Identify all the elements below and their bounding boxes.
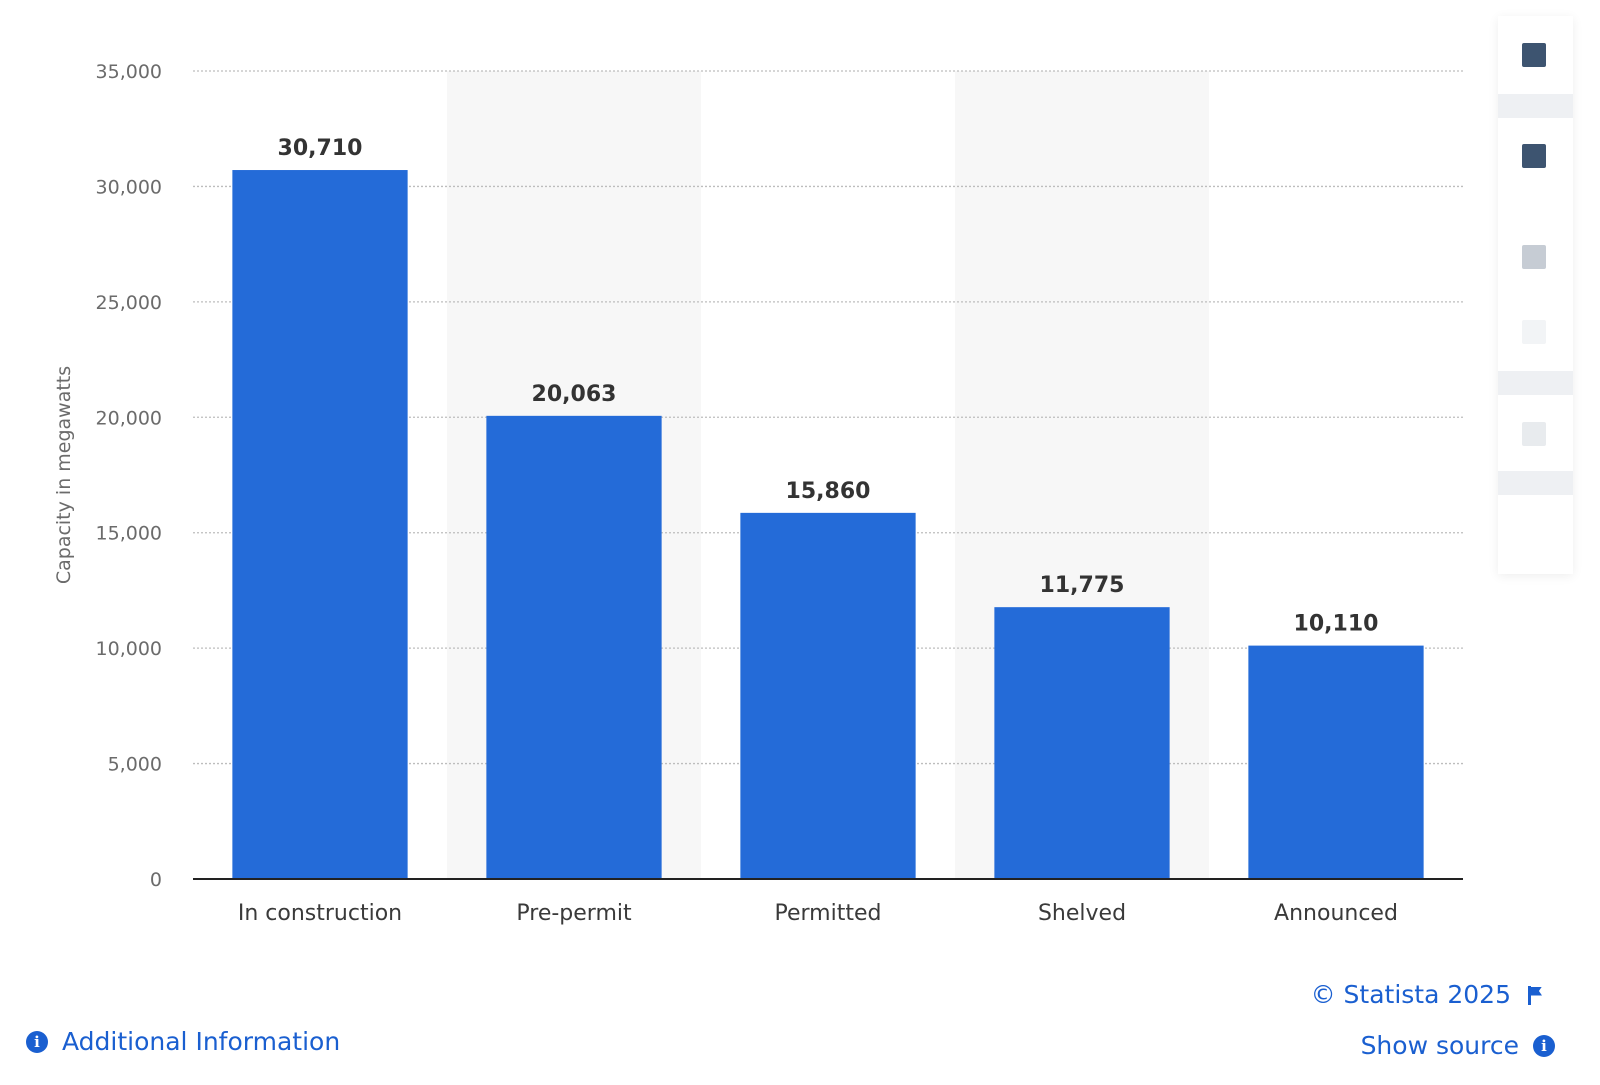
flag-icon[interactable] [1527, 985, 1543, 1005]
copyright-link[interactable]: © Statista 2025 [1311, 980, 1543, 1009]
show-source-label: Show source [1360, 1031, 1519, 1060]
y-tick-label: 0 [150, 869, 162, 891]
additional-information-link[interactable]: i Additional Information [26, 1027, 340, 1056]
x-tick-labels: In construction Pre-permit Permitted Shelve… [238, 901, 1398, 926]
show-source-link[interactable]: Show source i [1361, 1031, 1555, 1060]
y-tick-label: 5,000 [108, 754, 162, 776]
additional-information-label: Additional Information [62, 1027, 341, 1056]
value-labels: 30,710 20,063 15,860 11,775 10,110 [278, 136, 1379, 637]
settings-icon[interactable] [1522, 245, 1546, 269]
value-label: 11,775 [1040, 573, 1125, 598]
x-tick-label: Permitted [775, 901, 882, 926]
bar-chart: 0 5,000 10,000 15,000 20,000 25,000 30,000 35,0… [53, 61, 1463, 926]
bar[interactable] [232, 170, 408, 879]
value-label: 20,063 [532, 382, 617, 407]
info-icon: i [1533, 1034, 1555, 1057]
y-tick-label: 15,000 [96, 523, 162, 545]
value-label: 30,710 [278, 136, 363, 161]
value-label: 10,110 [1294, 612, 1379, 637]
chart-toolbar [1498, 16, 1573, 574]
x-tick-label: In construction [238, 901, 402, 926]
y-tick-label: 10,000 [96, 638, 162, 660]
y-tick-labels: 0 5,000 10,000 15,000 20,000 25,000 30,000 35,0… [96, 61, 162, 891]
x-tick-label: Announced [1274, 901, 1398, 926]
y-tick-label: 25,000 [96, 292, 162, 314]
toolbar-divider [1498, 94, 1573, 118]
x-tick-label: Shelved [1038, 901, 1126, 926]
toolbar-divider [1498, 471, 1573, 495]
print-icon[interactable] [1522, 422, 1546, 446]
bars [232, 170, 1424, 879]
y-axis-title: Capacity in megawatts [53, 366, 75, 584]
value-label: 15,860 [786, 479, 871, 504]
info-icon: i [26, 1030, 48, 1053]
y-tick-label: 30,000 [96, 176, 162, 198]
share-icon[interactable] [1522, 320, 1546, 344]
copyright-text: © Statista 2025 [1310, 980, 1511, 1009]
bar[interactable] [740, 512, 916, 879]
x-tick-label: Pre-permit [516, 901, 632, 926]
bar[interactable] [486, 415, 662, 879]
bar[interactable] [1248, 645, 1424, 879]
bar[interactable] [994, 607, 1170, 879]
y-tick-label: 35,000 [96, 61, 162, 83]
y-tick-label: 20,000 [96, 407, 162, 429]
chart-icon[interactable] [1522, 144, 1546, 168]
chart-icon[interactable] [1522, 43, 1546, 67]
toolbar-divider [1498, 371, 1573, 395]
